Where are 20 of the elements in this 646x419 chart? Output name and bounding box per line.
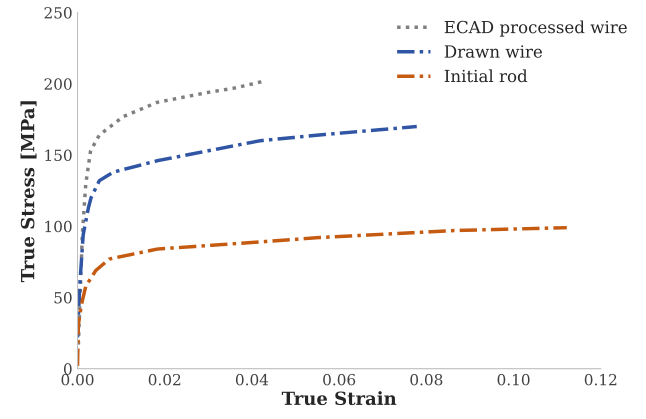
y-axis-title: True Stress [MPa] bbox=[20, 101, 37, 282]
y-tick-label: 150 bbox=[45, 149, 72, 162]
legend-label: Initial rod bbox=[444, 69, 528, 82]
x-tick-label: 0.06 bbox=[323, 374, 356, 386]
line-series bbox=[78, 226, 569, 368]
legend-label: ECAD processed wire bbox=[444, 20, 627, 37]
legend-label: Drawn wire bbox=[444, 45, 542, 58]
x-tick-label: 0.08 bbox=[410, 374, 442, 386]
x-tick-label: 0.00 bbox=[62, 374, 94, 386]
line-series bbox=[78, 124, 418, 340]
y-tick-label: 200 bbox=[44, 78, 72, 90]
x-axis-title: True Strain bbox=[282, 391, 396, 406]
y-tick-label: 0 bbox=[64, 363, 72, 375]
x-tick-label: 0.10 bbox=[498, 374, 530, 386]
y-tick-label: 250 bbox=[44, 7, 72, 19]
x-tick-label: 0.02 bbox=[148, 374, 180, 386]
y-tick-label: 100 bbox=[45, 220, 72, 232]
x-tick-label: 0.12 bbox=[584, 374, 616, 386]
x-tick-label: 0.04 bbox=[236, 374, 268, 386]
y-tick-label: 50 bbox=[54, 292, 72, 304]
